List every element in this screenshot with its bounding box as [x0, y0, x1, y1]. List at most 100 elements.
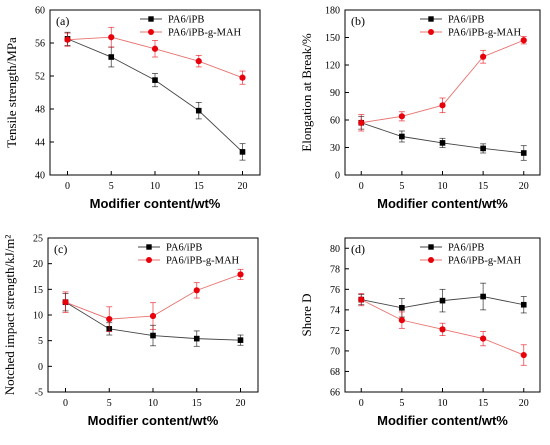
- data-point: [195, 107, 202, 114]
- x-tick-label: 0: [359, 181, 364, 192]
- panel-label: (d): [351, 242, 365, 256]
- legend-marker: [146, 257, 152, 263]
- data-point: [520, 150, 527, 156]
- y-tick-label: 0: [335, 171, 340, 182]
- x-tick-label: 0: [63, 398, 68, 409]
- data-point: [358, 119, 365, 126]
- data-point: [480, 53, 487, 60]
- x-tick-label: 10: [438, 181, 448, 192]
- y-tick-label: 25: [33, 234, 43, 245]
- y-tick-label: 48: [35, 105, 45, 116]
- y-tick-label: 90: [330, 88, 340, 99]
- data-point: [398, 113, 405, 120]
- legend-label: PA6/iPB-g-MAH: [448, 28, 522, 39]
- y-tick-label: 66: [330, 388, 340, 399]
- x-tick-label: 10: [150, 181, 160, 192]
- x-axis-label: Modifier content/wt%: [90, 196, 221, 211]
- legend-marker: [428, 29, 434, 35]
- data-point: [520, 301, 527, 308]
- legend-label: PA6/iPB: [448, 15, 484, 26]
- data-point: [399, 133, 405, 140]
- series-pa6-ipb-g-mah: [64, 26, 246, 85]
- y-tick-label: 0: [38, 362, 43, 373]
- legend-entry: PA6/iPB: [138, 243, 202, 254]
- y-tick-label: 74: [330, 305, 340, 316]
- y-axis-label: Tensile strength/MPa: [4, 37, 19, 148]
- data-point: [193, 287, 200, 294]
- legend-label: PA6/iPB: [166, 243, 202, 254]
- y-axis-label: Elongation at Break/%: [299, 33, 314, 152]
- data-point: [439, 326, 446, 333]
- y-tick-label: 30: [330, 143, 340, 154]
- data-point: [106, 316, 113, 323]
- panel-label: (b): [351, 14, 365, 28]
- x-tick-label: 20: [519, 181, 529, 192]
- data-point: [108, 54, 115, 60]
- data-point: [62, 299, 69, 306]
- legend-marker: [428, 16, 434, 22]
- data-point: [195, 58, 202, 65]
- series-pa6-ipb-g-mah: [358, 36, 527, 132]
- y-tick-label: 60: [35, 6, 45, 17]
- x-tick-label: 10: [438, 398, 448, 409]
- y-tick-label: 5: [38, 336, 43, 347]
- chart-panel-a: 0 5 10 15 20 40 44 48 52 56 60 Modifier content/wt%…: [4, 6, 261, 211]
- data-point: [480, 335, 487, 342]
- legend-entry: PA6/iPB: [420, 243, 484, 254]
- y-tick-label: 20: [33, 259, 43, 270]
- y-tick-label: 78: [330, 264, 340, 275]
- data-point: [520, 351, 527, 359]
- chart-panel-d: 0 5 10 15 20 66 68 70 72 74 76 78 80 Modifier content…: [299, 237, 541, 428]
- data-point: [239, 149, 246, 155]
- x-tick-label: 10: [148, 398, 158, 409]
- series-pa6-ipb-g-mah: [358, 293, 527, 366]
- data-point: [149, 312, 157, 320]
- data-point: [151, 45, 159, 52]
- x-tick-label: 15: [192, 398, 202, 409]
- data-point: [520, 37, 527, 44]
- x-tick-label: 20: [519, 398, 529, 409]
- data-point: [193, 335, 200, 342]
- x-axis-label: Modifier content/wt%: [88, 413, 219, 428]
- data-point: [358, 296, 365, 303]
- y-tick-label: 72: [330, 326, 340, 337]
- x-tick-label: 15: [194, 181, 204, 192]
- legend-entry: PA6/iPB: [140, 15, 204, 26]
- data-point: [152, 77, 158, 83]
- series-pa6-ipb: [62, 293, 244, 347]
- data-point: [439, 102, 446, 109]
- legend-entry: PA6/iPB-g-MAH: [420, 256, 522, 267]
- y-tick-label: 56: [35, 39, 45, 50]
- y-tick-label: -5: [35, 388, 43, 399]
- y-axis-label: Shore D: [299, 294, 314, 337]
- y-tick-label: 44: [35, 138, 45, 149]
- legend-marker: [146, 244, 152, 250]
- y-tick-label: 60: [330, 116, 340, 127]
- y-axis-label: Notched impact strength/kJ/m²: [2, 235, 17, 396]
- data-point: [64, 36, 71, 43]
- y-tick-label: 52: [35, 72, 45, 83]
- panel-label: (c): [54, 242, 67, 256]
- y-tick-label: 70: [330, 346, 340, 357]
- legend-label: PA6/iPB: [168, 15, 204, 26]
- legend-marker: [148, 29, 154, 35]
- data-point: [237, 337, 244, 343]
- x-tick-label: 20: [238, 181, 248, 192]
- y-tick-label: 15: [33, 285, 43, 296]
- series-pa6-ipb: [358, 282, 527, 318]
- y-tick-label: 40: [35, 171, 45, 182]
- legend-entry: PA6/iPB: [420, 15, 484, 26]
- legend-marker: [428, 257, 434, 263]
- x-tick-label: 0: [65, 181, 70, 192]
- legend-label: PA6/iPB-g-MAH: [448, 256, 522, 267]
- data-point: [237, 271, 244, 278]
- data-point: [439, 140, 446, 146]
- y-tick-label: 76: [330, 285, 340, 296]
- y-tick-label: 150: [325, 33, 340, 44]
- legend-marker: [148, 16, 154, 22]
- legend-marker: [428, 244, 434, 250]
- data-point: [239, 74, 246, 81]
- legend-label: PA6/iPB: [448, 243, 484, 254]
- x-tick-label: 20: [236, 398, 246, 409]
- x-axis-label: Modifier content/wt%: [377, 413, 508, 428]
